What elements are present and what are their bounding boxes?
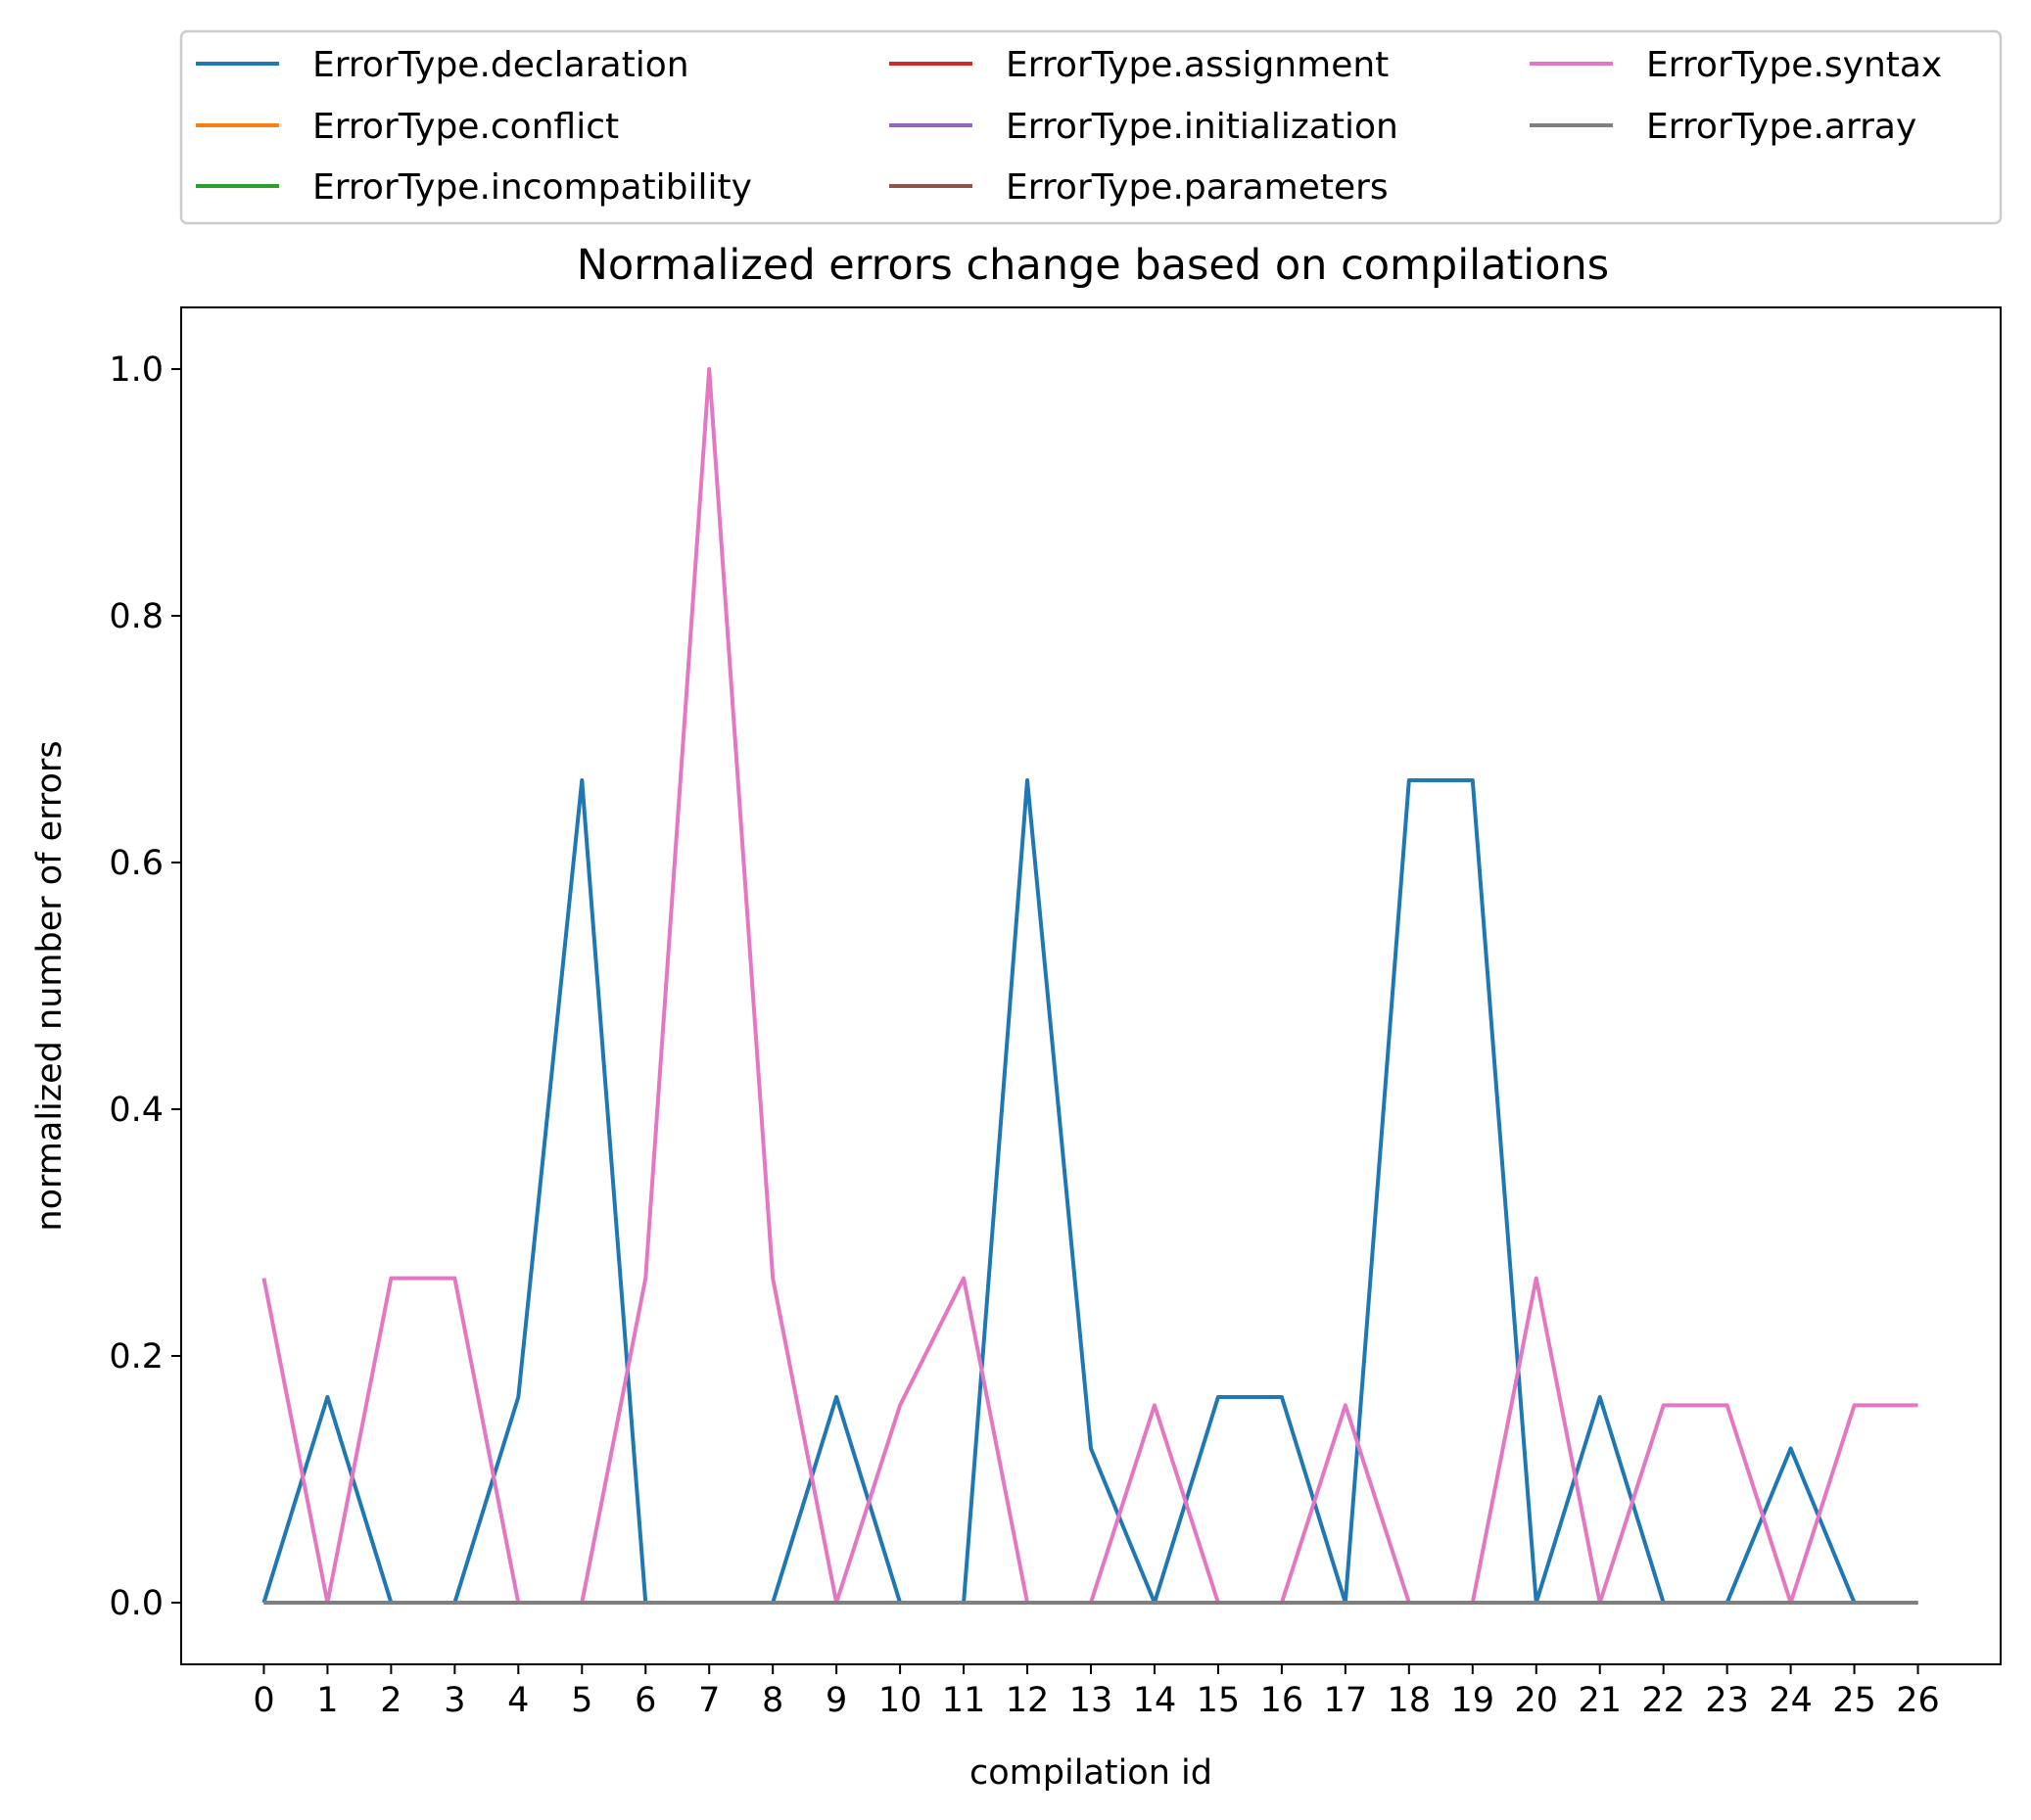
x-tick-label-19: 19 (1451, 1681, 1495, 1720)
x-tick-label-4: 4 (507, 1681, 529, 1720)
x-tick-label-17: 17 (1324, 1681, 1368, 1720)
y-tick-label-5: 1.0 (109, 350, 164, 390)
x-tick-label-26: 26 (1896, 1681, 1940, 1720)
x-tick-label-7: 7 (698, 1681, 720, 1720)
legend-label-1: ErrorType.conflict (312, 107, 619, 147)
legend-label-6: ErrorType.syntax (1646, 45, 1942, 85)
legend-label-4: ErrorType.initialization (1006, 107, 1398, 147)
x-tick-label-15: 15 (1197, 1681, 1241, 1720)
x-tick-label-13: 13 (1069, 1681, 1113, 1720)
legend-label-7: ErrorType.array (1646, 107, 1916, 147)
y-axis-label: normalized number of errors (30, 740, 70, 1231)
y-tick-label-2: 0.4 (109, 1091, 164, 1130)
legend-label-2: ErrorType.incompatibility (312, 167, 752, 208)
plot-frame (180, 306, 2002, 1665)
x-tick-label-14: 14 (1133, 1681, 1177, 1720)
x-tick-label-24: 24 (1769, 1681, 1813, 1720)
x-tick-label-8: 8 (762, 1681, 783, 1720)
legend-label-5: ErrorType.parameters (1006, 167, 1389, 208)
legend-box (179, 29, 2003, 225)
x-axis-label: compilation id (969, 1753, 1212, 1793)
y-tick-label-1: 0.2 (109, 1337, 164, 1377)
x-tick-label-23: 23 (1705, 1681, 1749, 1720)
x-tick-label-1: 1 (316, 1681, 338, 1720)
plot-lines (261, 367, 1918, 1605)
y-axis: 0.0 0.2 0.4 0.6 0.8 1.0 (109, 350, 181, 1623)
x-tick-label-20: 20 (1514, 1681, 1558, 1720)
x-tick-label-21: 21 (1578, 1681, 1622, 1720)
x-tick-label-6: 6 (635, 1681, 656, 1720)
x-tick-label-12: 12 (1006, 1681, 1050, 1720)
x-tick-label-5: 5 (571, 1681, 592, 1720)
y-tick-label-4: 0.8 (109, 597, 164, 636)
x-tick-label-10: 10 (878, 1681, 922, 1720)
x-tick-label-9: 9 (826, 1681, 847, 1720)
legend: ErrorType.declaration ErrorType.conflict E… (179, 29, 2003, 225)
legend-label-0: ErrorType.declaration (312, 45, 689, 85)
x-tick-label-18: 18 (1388, 1681, 1432, 1720)
x-tick-label-11: 11 (942, 1681, 986, 1720)
chart-title: Normalized errors change based on compil… (577, 241, 1609, 290)
x-tick-label-16: 16 (1260, 1681, 1304, 1720)
y-tick-label-3: 0.6 (109, 844, 164, 883)
legend-label-3: ErrorType.assignment (1006, 45, 1389, 85)
x-tick-label-3: 3 (444, 1681, 465, 1720)
x-tick-label-0: 0 (253, 1681, 274, 1720)
series-line-0 (261, 777, 1918, 1605)
x-tick-label-2: 2 (380, 1681, 401, 1720)
y-tick-label-0: 0.0 (109, 1584, 164, 1623)
x-tick-label-25: 25 (1832, 1681, 1876, 1720)
x-axis: 0 1 2 3 4 5 6 7 8 9 10 11 12 13 14 15 16 17 18 19 20 21 22 23 24… (253, 1664, 1940, 1720)
x-tick-label-22: 22 (1641, 1681, 1685, 1720)
